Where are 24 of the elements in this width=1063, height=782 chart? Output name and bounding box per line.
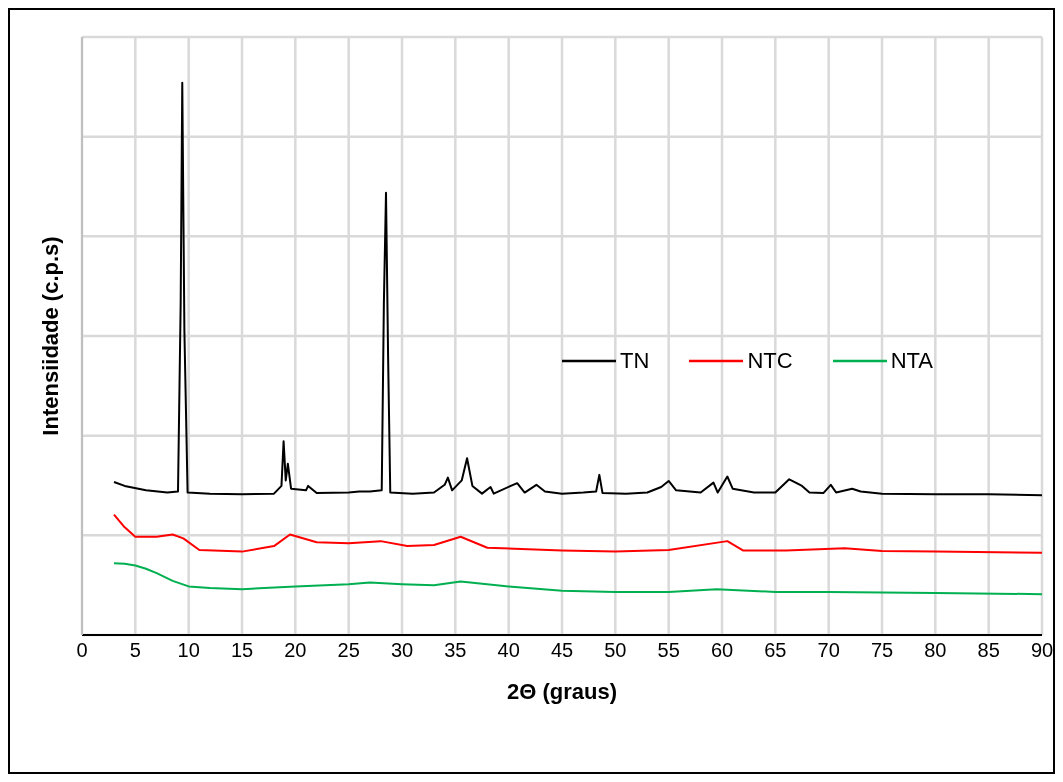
x-tick-label: 75 (870, 639, 894, 662)
x-tick-label: 10 (177, 639, 200, 662)
x-tick-label: 85 (977, 639, 1000, 662)
x-tick-label: 40 (497, 639, 520, 662)
x-tick-label: 20 (284, 639, 307, 662)
x-tick-label: 30 (390, 639, 414, 662)
x-tick-label: 45 (550, 639, 574, 662)
x-tick-label: 65 (764, 639, 787, 662)
x-tick-label: 0 (76, 639, 88, 662)
x-tick-label: 60 (710, 639, 734, 662)
x-tick-label: 70 (817, 639, 840, 662)
x-tick-label: 15 (230, 639, 254, 662)
x-tick-label: 25 (337, 639, 360, 662)
x-axis-title: 2Θ (graus) (506, 679, 618, 704)
x-tick-label: 50 (604, 639, 627, 662)
x-tick-label: 55 (657, 639, 680, 662)
legend-label: NTC (747, 348, 793, 374)
legend-label: TN (620, 348, 650, 374)
y-axis-title: Intensiidade (c.p.s) (37, 236, 63, 436)
x-tick-label: 5 (129, 639, 141, 662)
x-tick-label: 80 (924, 639, 947, 662)
x-tick-label: 35 (444, 639, 467, 662)
legend-label: NTA (890, 348, 933, 374)
x-tick-label: 90 (1030, 639, 1054, 662)
